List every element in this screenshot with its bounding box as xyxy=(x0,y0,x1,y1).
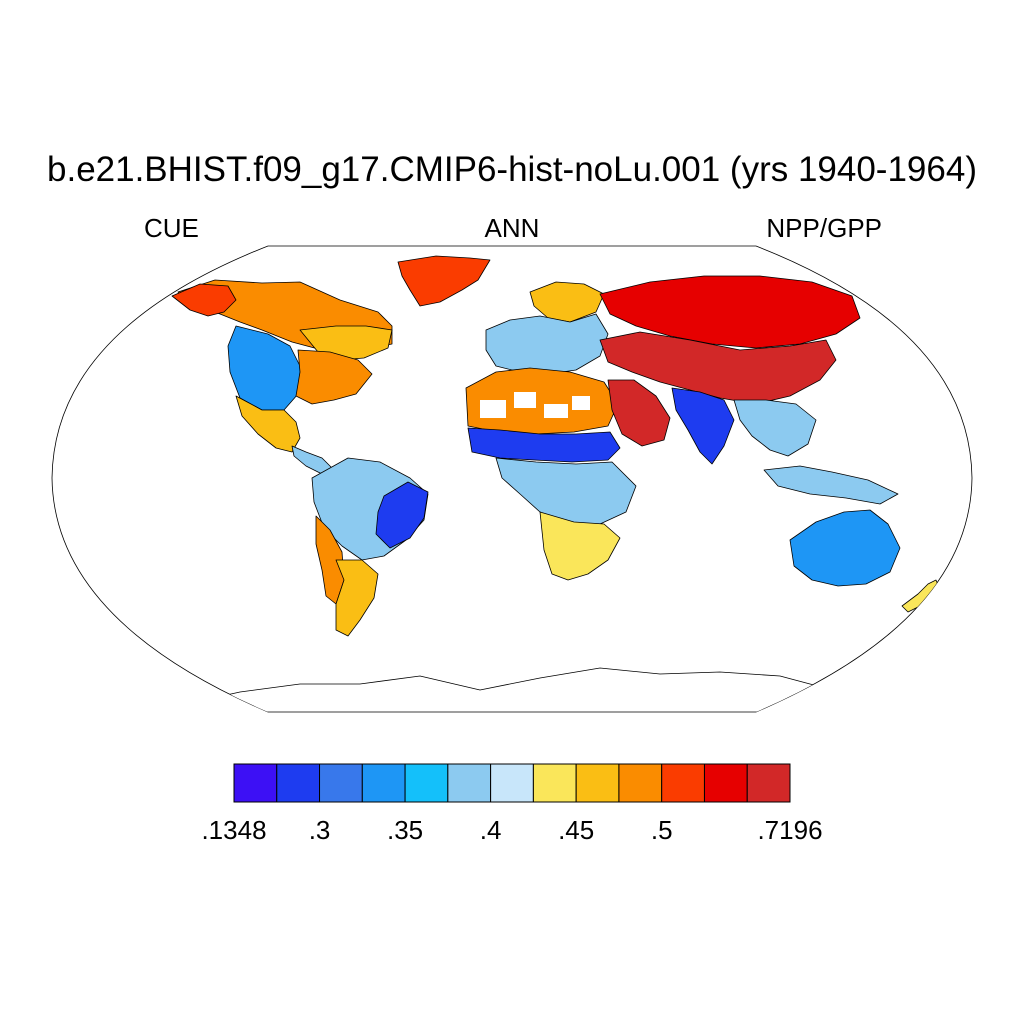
colorbar-swatch xyxy=(618,763,663,803)
colorbar-tick-label: .1348 xyxy=(201,815,267,845)
region-australia xyxy=(789,509,901,587)
region-europe xyxy=(485,313,609,375)
region-southeast-asia xyxy=(733,399,817,457)
colorbar-swatch xyxy=(703,763,748,803)
region-patagonia xyxy=(335,559,379,637)
colorbar-swatch xyxy=(532,763,577,803)
region-central-africa xyxy=(495,457,637,525)
colorbar-tick-label: .5 xyxy=(650,815,673,845)
sahara-missing-data xyxy=(480,392,590,418)
plot-title: b.e21.BHIST.f09_g17.CMIP6-hist-noLu.001 … xyxy=(47,150,977,189)
region-arabia xyxy=(607,379,671,447)
colorbar-swatch xyxy=(447,763,492,803)
colorbar xyxy=(233,763,791,803)
variable-label: CUE xyxy=(144,213,199,243)
region-eastern-us xyxy=(295,349,373,405)
colorbar-tick-label: .4 xyxy=(479,815,502,845)
units-label: NPP/GPP xyxy=(766,213,882,243)
region-new-zealand xyxy=(901,579,941,613)
region-greenland xyxy=(397,255,491,307)
region-brazil-east xyxy=(375,481,429,549)
colorbar-tick-label: .7196 xyxy=(757,815,823,845)
colorbar-tick-label: .35 xyxy=(386,815,424,845)
colorbar-swatch xyxy=(319,763,363,803)
colorbar-swatch xyxy=(404,763,449,803)
colorbar-swatch xyxy=(746,763,791,803)
region-india xyxy=(671,387,735,465)
colorbar-tick-label: .3 xyxy=(308,815,331,845)
colorbar-swatch xyxy=(575,763,620,803)
region-southern-africa xyxy=(539,511,621,581)
region-scandinavia xyxy=(529,281,605,323)
region-alaska xyxy=(171,283,237,317)
colorbar-swatch xyxy=(233,763,278,803)
region-sahel-band xyxy=(467,427,621,463)
region-indonesia xyxy=(763,465,899,505)
colorbar-swatch xyxy=(361,763,406,803)
region-mexico xyxy=(235,395,301,453)
colorbar-swatch xyxy=(276,763,321,803)
colorbar-tick-label: .45 xyxy=(558,815,595,845)
colorbar-swatch xyxy=(490,763,534,803)
season-label: ANN xyxy=(484,213,540,243)
colorbar-swatch xyxy=(661,763,705,803)
region-central-asia xyxy=(599,331,837,405)
region-siberia xyxy=(599,275,861,349)
